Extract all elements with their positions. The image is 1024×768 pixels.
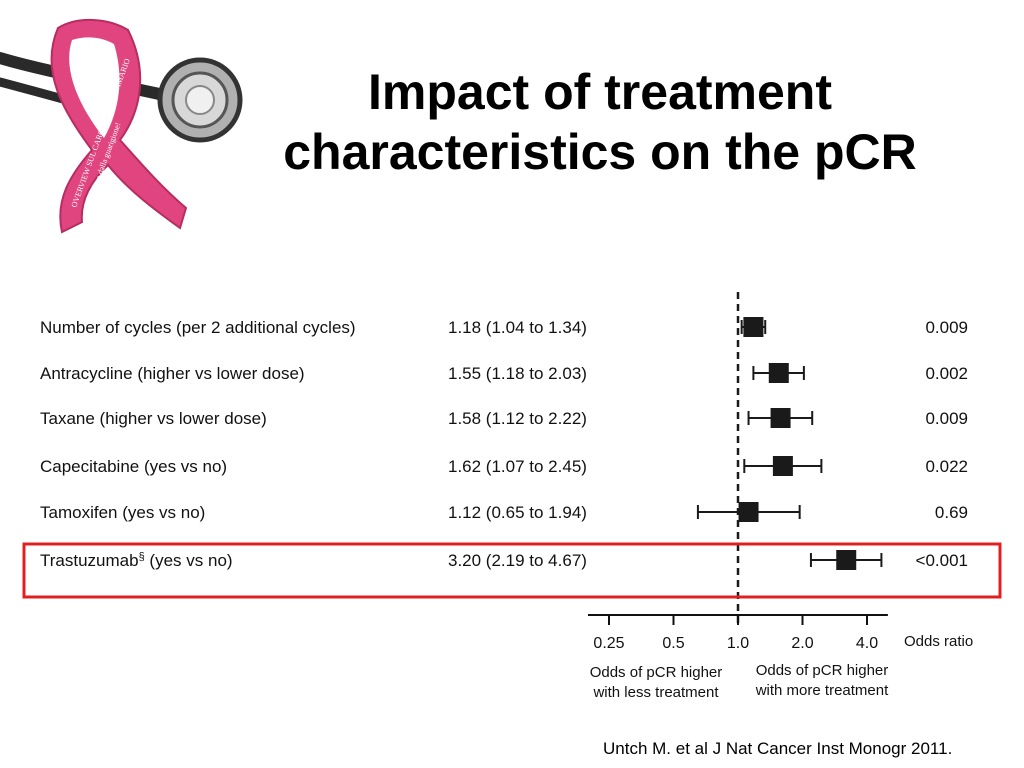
point-estimate-marker	[836, 550, 857, 570]
x-tick-label: 4.0	[856, 635, 878, 652]
row-label: Capecitabine (yes vs no)	[40, 457, 227, 476]
left-annotation-line: Odds of pCR higher	[590, 664, 723, 681]
highlight-box	[22, 542, 1002, 599]
row-estimate: 1.12 (0.65 to 1.94)	[448, 503, 587, 522]
right-annotation-line: with more treatment	[755, 682, 889, 699]
row-p-value: 0.69	[935, 503, 968, 522]
row-estimate: 1.55 (1.18 to 2.03)	[448, 364, 587, 383]
right-annotation-line: Odds of pCR higher	[756, 662, 889, 679]
row-p-value: 0.009	[925, 409, 968, 428]
point-estimate-marker	[768, 363, 789, 383]
point-estimate-marker	[772, 456, 793, 476]
x-axis-label: Odds ratio	[904, 633, 973, 650]
forest-plot: Number of cycles (per 2 additional cycle…	[22, 292, 1002, 701]
row-p-value: <0.001	[916, 551, 968, 570]
chest-piece-center	[185, 85, 215, 115]
breast-cancer-ribbon-logo: OVERVIEW SUL CARCINOMA MAMMARIO a un pas…	[0, 18, 243, 234]
row-estimate: 1.18 (1.04 to 1.34)	[448, 318, 587, 337]
title-line-1: Impact of treatment	[368, 64, 832, 120]
x-tick-label: 0.25	[593, 635, 624, 652]
row-estimate: 1.62 (1.07 to 2.45)	[448, 457, 587, 476]
row-label: Trastuzumab§ (yes vs no)	[40, 551, 233, 570]
x-tick-label: 1.0	[727, 635, 749, 652]
row-p-value: 0.002	[925, 364, 968, 383]
row-estimate: 3.20 (2.19 to 4.67)	[448, 551, 587, 570]
slide-title: Impact of treatment characteristics on t…	[215, 62, 985, 182]
row-estimate: 1.58 (1.12 to 2.22)	[448, 409, 587, 428]
x-tick-label: 2.0	[791, 635, 813, 652]
point-estimate-marker	[743, 317, 764, 337]
row-label: Tamoxifen (yes vs no)	[40, 503, 205, 522]
row-label: Number of cycles (per 2 additional cycle…	[40, 318, 356, 337]
row-label: Taxane (higher vs lower dose)	[40, 409, 267, 428]
row-p-value: 0.022	[925, 457, 968, 476]
row-label: Antracycline (higher vs lower dose)	[40, 364, 305, 383]
row-p-value: 0.009	[925, 318, 968, 337]
citation: Untch M. et al J Nat Cancer Inst Monogr …	[603, 739, 953, 758]
left-annotation-line: with less treatment	[592, 684, 719, 701]
point-estimate-marker	[770, 408, 791, 428]
ribbon-fold	[69, 37, 120, 138]
x-tick-label: 0.5	[662, 635, 684, 652]
title-line-2: characteristics on the pCR	[283, 124, 917, 180]
point-estimate-marker	[738, 502, 759, 522]
